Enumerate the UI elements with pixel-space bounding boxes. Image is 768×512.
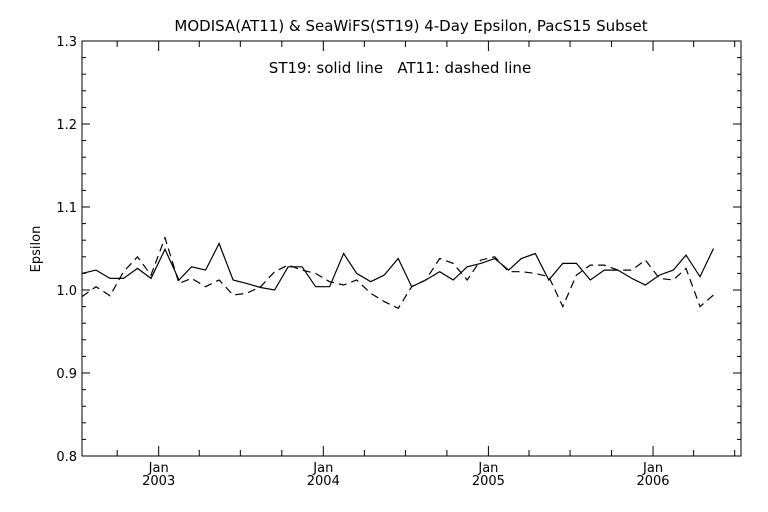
y-tick-label: 1.1 (56, 201, 77, 216)
series-line-st19 (81, 242, 715, 291)
y-tick-label: 0.9 (56, 367, 77, 382)
x-tick-year-label: 2004 (307, 474, 340, 489)
series-line-at11 (81, 235, 714, 310)
y-tick-label: 1.3 (56, 35, 77, 50)
x-tick-year-label: 2005 (472, 474, 505, 489)
x-tick-month-label: Jan (148, 461, 169, 476)
y-tick-label: 0.8 (56, 450, 77, 465)
series-annotation: ST19: solid line AT11: dashed line (269, 59, 531, 77)
y-tick-label: 1.2 (56, 118, 77, 133)
x-tick-month-label: Jan (312, 461, 333, 476)
plot-frame (81, 40, 742, 457)
chart-title: MODISA(AT11) & SeaWiFS(ST19) 4-Day Epsil… (174, 17, 647, 35)
x-tick-month-label: Jan (642, 461, 663, 476)
x-tick-year-label: 2006 (636, 474, 669, 489)
axes-layer: 0.80.91.01.11.21.3Jan2003Jan2004Jan2005J… (56, 35, 741, 489)
y-tick-label: 1.0 (56, 284, 77, 299)
series-layer (81, 235, 715, 310)
x-tick-year-label: 2003 (142, 474, 175, 489)
x-tick-month-label: Jan (477, 461, 498, 476)
y-axis-label: Epsilon (29, 226, 44, 273)
